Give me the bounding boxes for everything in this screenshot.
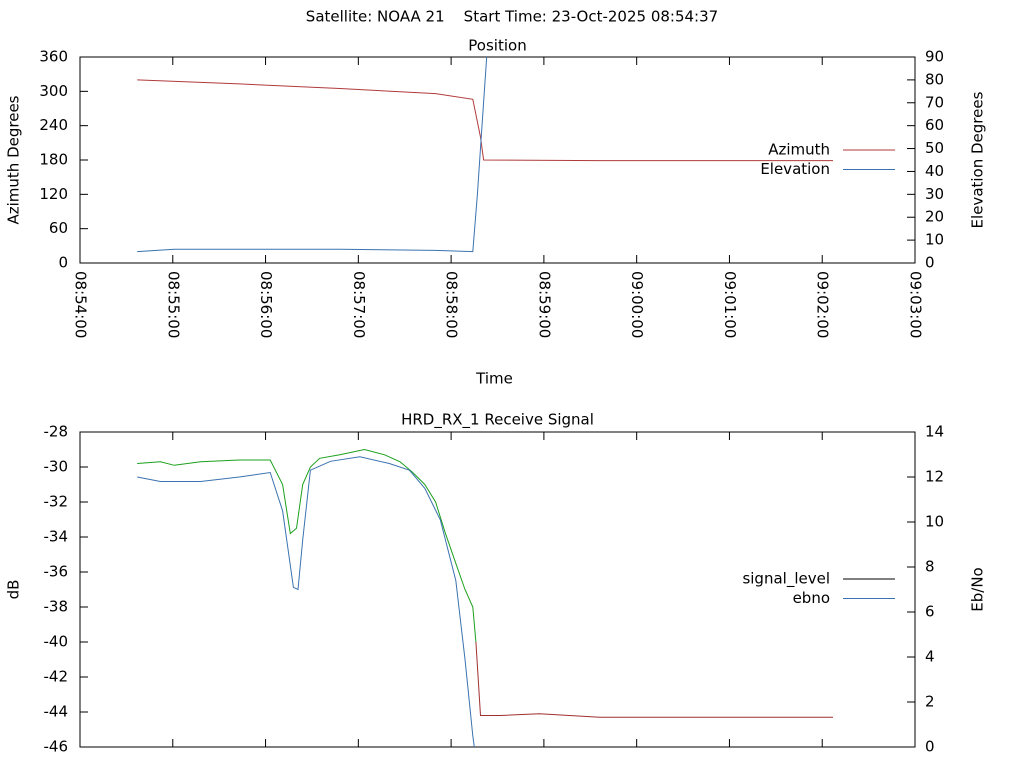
legend-label: Elevation — [760, 160, 830, 178]
y-tick-label: -32 — [44, 493, 69, 511]
y2-tick-label: 90 — [925, 48, 944, 66]
y-tick-label: 0 — [58, 254, 68, 272]
y-tick-label: -44 — [44, 703, 69, 721]
y-tick-label: 240 — [39, 116, 68, 134]
y-tick-label: -40 — [44, 633, 69, 651]
y2-tick-label: 20 — [925, 208, 944, 226]
chart-title: Position — [468, 37, 526, 55]
y2-tick-label: 10 — [925, 513, 944, 531]
y2-tick-label: 80 — [925, 70, 944, 88]
legend-label: ebno — [793, 589, 830, 607]
x-tick-label: 08:59:00 — [535, 271, 553, 338]
y2-tick-label: 2 — [925, 693, 935, 711]
legend-label: Azimuth — [768, 141, 830, 159]
y2-axis-label: Elevation Degrees — [969, 91, 987, 228]
y-tick-label: 300 — [39, 82, 68, 100]
y2-tick-label: 10 — [925, 231, 944, 249]
y-tick-label: -28 — [44, 423, 69, 441]
y2-tick-label: 12 — [925, 468, 944, 486]
y-tick-label: -38 — [44, 598, 69, 616]
y-tick-label: 120 — [39, 185, 68, 203]
series-line — [137, 456, 475, 747]
y-tick-label: -30 — [44, 458, 69, 476]
y2-tick-label: 4 — [925, 648, 935, 666]
x-tick-label: 08:54:00 — [72, 271, 90, 338]
y2-tick-label: 40 — [925, 162, 944, 180]
x-tick-label: 09:03:00 — [907, 271, 925, 338]
y2-tick-label: 60 — [925, 116, 944, 134]
y2-tick-label: 30 — [925, 185, 944, 203]
y-tick-label: -46 — [44, 738, 69, 756]
x-tick-label: 09:02:00 — [814, 271, 832, 338]
x-tick-label: 08:56:00 — [257, 271, 275, 338]
series-line — [137, 79, 833, 162]
x-tick-label: 09:00:00 — [628, 271, 646, 338]
x-tick-label: 09:01:00 — [721, 271, 739, 338]
y2-tick-label: 50 — [925, 139, 944, 157]
y-axis-label: dB — [5, 580, 23, 600]
series-line — [475, 641, 833, 718]
y2-tick-label: 70 — [925, 93, 944, 111]
y2-tick-label: 8 — [925, 558, 935, 576]
y-axis-label: Azimuth Degrees — [5, 95, 23, 224]
y-tick-label: -42 — [44, 668, 69, 686]
x-tick-label: 08:57:00 — [350, 271, 368, 338]
x-axis-label: Time — [475, 370, 513, 388]
y-tick-label: -36 — [44, 563, 69, 581]
y-tick-label: -34 — [44, 528, 69, 546]
y2-axis-label: Eb/No — [969, 567, 987, 611]
y2-tick-label: 6 — [925, 603, 935, 621]
x-tick-label: 08:55:00 — [164, 271, 182, 338]
page-title: Satellite: NOAA 21 Start Time: 23-Oct-20… — [306, 8, 718, 26]
y2-tick-label: 0 — [925, 738, 935, 756]
legend-label: signal_level — [742, 570, 830, 589]
y-tick-label: 60 — [49, 219, 68, 237]
chart-title: HRD_RX_1 Receive Signal — [401, 411, 594, 430]
series-line — [137, 448, 477, 643]
series-line — [137, 57, 488, 253]
x-tick-label: 08:58:00 — [443, 271, 461, 338]
plot-border — [79, 431, 916, 748]
y2-tick-label: 0 — [925, 254, 935, 272]
y2-tick-label: 14 — [925, 423, 944, 441]
y-tick-label: 360 — [39, 48, 68, 66]
y-tick-label: 180 — [39, 151, 68, 169]
